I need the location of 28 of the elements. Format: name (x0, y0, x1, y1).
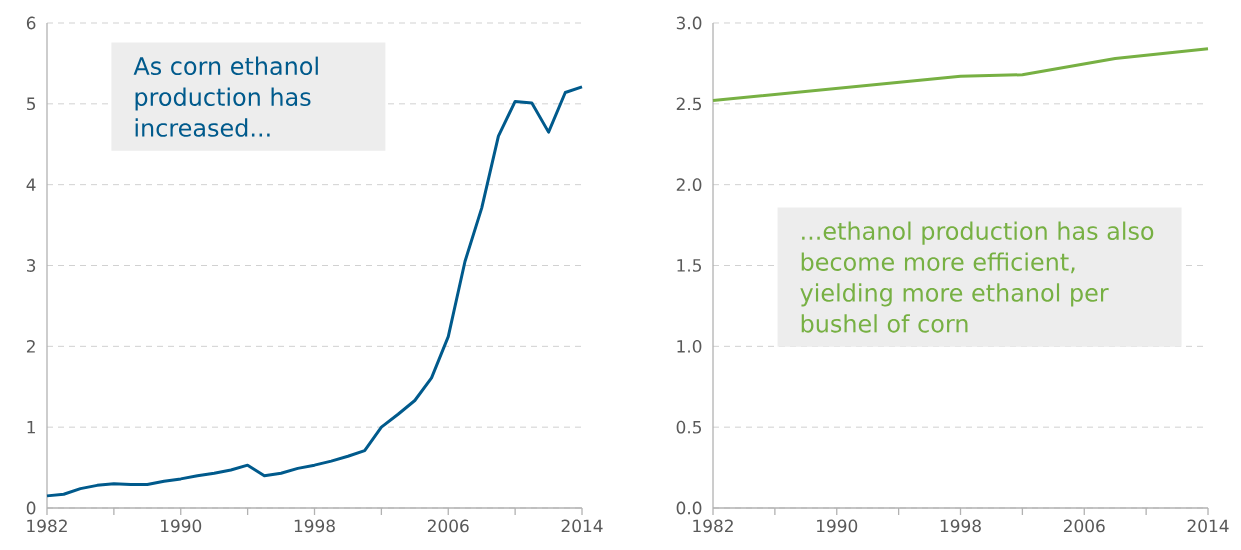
y-tick-label: 2.0 (676, 178, 702, 192)
y-tick-label: 3.0 (676, 16, 702, 30)
y-tick-label: 1.5 (677, 259, 702, 272)
x-tick-label: 1998 (940, 519, 981, 533)
x-tick-label: 1982 (693, 519, 733, 533)
x-tick-label: 2006 (427, 519, 469, 533)
line-series (45, 85, 584, 498)
line-series (711, 47, 1210, 103)
x-tick-label: 1998 (294, 519, 335, 533)
y-tick-label: 2 (26, 340, 35, 353)
y-tick-label: 1.0 (677, 339, 702, 353)
x-tick-label: 1990 (161, 519, 202, 533)
x-tick-label: 2014 (561, 519, 603, 533)
x-tick-label: 2006 (1063, 519, 1105, 533)
y-tick-label: 2.5 (676, 97, 702, 111)
y-tick-label: 6 (26, 16, 36, 30)
annotation: As corn ethanol production has increased... (133, 56, 318, 137)
annotation: ...ethanol production has also become more efficient, yielding more ethanol per bushel of corn (800, 221, 1154, 333)
x-tick-label: 2014 (1187, 519, 1229, 533)
y-tick-label: 1 (27, 421, 35, 434)
y-tick-label: 5 (27, 97, 36, 111)
y-tick-label: 0.5 (676, 420, 702, 434)
y-tick-label: 3 (27, 259, 36, 272)
y-tick-label: 0.0 (676, 501, 702, 515)
x-tick-label: 1982 (27, 519, 67, 533)
y-tick-label: 0 (26, 501, 36, 515)
y-tick-label: 4 (26, 178, 36, 191)
x-tick-label: 1990 (817, 519, 858, 533)
